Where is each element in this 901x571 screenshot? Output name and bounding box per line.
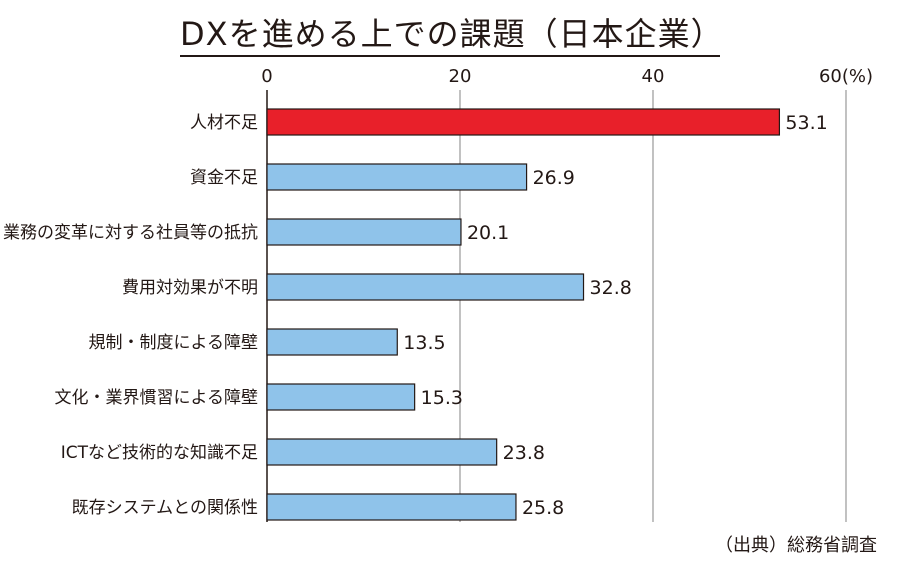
value-label: 26.9 — [533, 167, 575, 189]
bar — [266, 163, 528, 191]
bar — [266, 438, 498, 466]
category-label: 人材不足 — [190, 113, 258, 133]
value-label: 32.8 — [590, 277, 632, 299]
bar — [266, 493, 517, 521]
category-label: 既存システムとの関係性 — [72, 498, 258, 518]
value-label: 25.8 — [522, 497, 564, 519]
value-label: 15.3 — [421, 387, 463, 409]
value-label: 23.8 — [503, 442, 545, 464]
value-label: 53.1 — [785, 112, 827, 134]
value-label: 13.5 — [403, 332, 445, 354]
x-tick-label: 20 — [449, 66, 472, 87]
source-note: （出典）総務省調査 — [715, 535, 877, 556]
bar — [266, 108, 781, 136]
category-label: 費用対効果が不明 — [122, 278, 258, 298]
category-label: 業務の変革に対する社員等の抵抗 — [3, 223, 258, 243]
bar — [266, 218, 462, 246]
title-underline — [180, 55, 720, 57]
category-label: 規制・制度による障壁 — [89, 333, 259, 353]
category-label: 資金不足 — [190, 168, 258, 188]
category-label: ICTなど技術的な知識不足 — [61, 443, 258, 463]
x-tick-label: 40 — [642, 66, 665, 87]
x-tick-label: 0 — [261, 66, 272, 87]
chart-title: DXを進める上での課題（日本企業） — [180, 15, 724, 53]
category-label: 文化・業界慣習による障壁 — [55, 388, 259, 408]
x-tick-label: 60(%) — [819, 66, 873, 87]
bar — [266, 383, 416, 411]
bar — [266, 328, 398, 356]
value-label: 20.1 — [467, 222, 509, 244]
bar — [266, 273, 585, 301]
